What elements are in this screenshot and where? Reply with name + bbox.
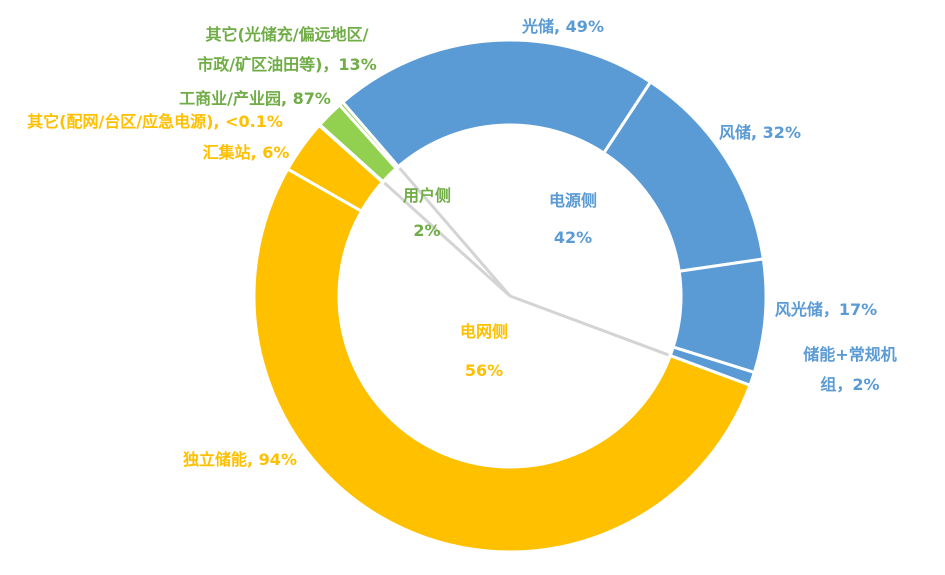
divider [398, 167, 512, 297]
segment-label: 工商业/产业园, 87% [179, 89, 331, 108]
inner-label: 电源侧 [548, 191, 598, 210]
inner-value-label: 42% [553, 228, 593, 247]
segment-label: 光储, 49% [522, 17, 604, 36]
inner-value-label: 56% [464, 361, 504, 380]
segment-label: 汇集站, 6% [202, 143, 290, 162]
divider [383, 181, 512, 298]
outer-segment [337, 100, 401, 171]
inner-value-label: 2% [413, 221, 441, 240]
inner-label: 电网侧 [459, 322, 509, 341]
segment-label: 其它(配网/台区/应急电源), <0.1% [27, 112, 283, 131]
segment-label: 风光储，17% [774, 300, 878, 319]
inner-label: 用户侧 [402, 186, 452, 205]
inner-wedge [385, 169, 510, 296]
inner-wedge [343, 184, 667, 463]
segment-label: 其它(光储充/偏远地区/ 市政/矿区油田等)，13% [197, 25, 377, 74]
segment-label: 风储, 32% [719, 123, 801, 142]
divider [509, 294, 669, 357]
segment-label: 储能+常规机组，2% [803, 345, 897, 394]
outer-segment [252, 167, 752, 554]
inner-wedge [400, 129, 677, 355]
segment-label: 独立储能, 94% [183, 450, 297, 469]
